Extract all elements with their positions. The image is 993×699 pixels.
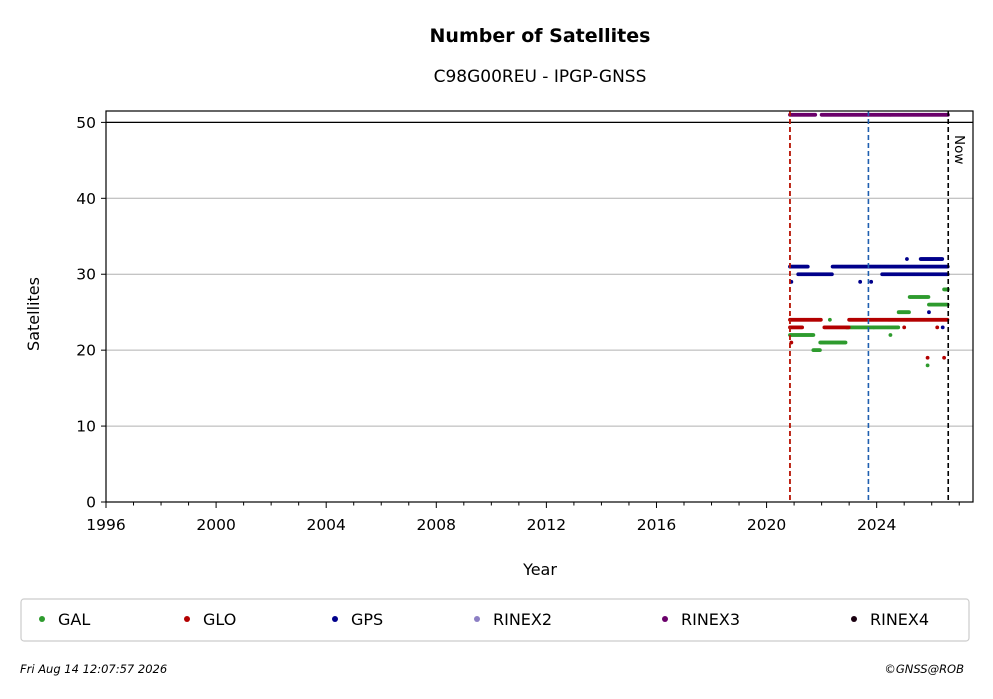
legend-marker-rinex3 [662,616,668,622]
point-gal-outlier-0 [925,363,930,368]
chart-subtitle: C98G00REU - IPGP-GNSS [434,67,647,87]
x-tick-label-2000: 2000 [196,516,235,534]
point-gal-0-25 [811,333,816,337]
legend-label-rinex2: RINEX2 [493,610,552,629]
x-axis-label: Year [522,560,557,579]
grid-lines [106,121,973,427]
point-glo-outlier-0 [925,355,930,360]
point-gps-outlier-5 [905,257,909,261]
footer-copyright: ©GNSS@ROB [884,662,964,676]
x-tick-label-2008: 2008 [417,516,456,534]
legend-marker-rinex2 [474,616,480,622]
vertical-markers [789,111,950,502]
point-glo-outlier-3 [902,325,907,330]
point-gps-outlier-4 [940,325,945,330]
point-gps-0-19 [805,264,810,269]
legend-marker-gps [332,616,338,622]
x-tick-label-1996: 1996 [86,516,125,534]
y-tick-label-20: 20 [76,342,96,360]
footer-timestamp: Fri Aug 14 12:07:57 2026 [20,662,167,676]
point-gps-outlier-3 [927,310,931,315]
y-axis-label: Satellites [24,277,43,351]
x-tick-label-2024: 2024 [857,516,896,534]
point-gal-5-11 [907,310,911,315]
legend-marker-rinex4 [851,616,857,622]
point-glo-outlier-1 [942,355,946,360]
point-gal-outlier-1 [827,317,832,322]
legend-box [20,598,970,642]
x-tick-label-2020: 2020 [747,516,786,534]
plot-frame [105,110,974,503]
x-tick-label-2012: 2012 [527,516,566,534]
chart-title: Number of Satellites [430,25,651,47]
legend-label-gps: GPS [351,610,383,629]
point-gal-4-26 [896,325,901,330]
legend-label-glo: GLO [203,610,236,629]
point-glo-outlier-4 [935,325,940,330]
axes: 0 10 20 30 40 50 1996 2000 2004 2008 2012 2016 2020 2… [76,114,960,534]
series-rinex3 [788,112,950,117]
y-tick-label-40: 40 [76,190,96,208]
point-glo-1-13 [800,325,805,330]
point-gal-6-20 [926,295,931,299]
point-rinex3-0-27 [813,112,818,117]
point-glo-2-26 [846,325,851,330]
point-gps-4-23 [940,257,945,261]
legend: GAL GLO GPS RINEX2 RINEX3 RINEX4 [39,610,929,629]
x-tick-label-2016: 2016 [637,516,676,534]
point-gps-1-36 [830,272,834,277]
y-tick-label-50: 50 [76,114,96,132]
legend-marker-gal [39,616,45,622]
legend-marker-glo [184,616,190,622]
series-gps [788,257,950,330]
point-gps-outlier-2 [869,279,874,284]
point-gal-1-7 [818,348,822,353]
y-tick-label-10: 10 [76,418,96,436]
series-points [788,112,950,368]
point-gal-2-27 [843,340,848,345]
point-gal-outlier-2 [888,333,893,337]
x-tick-label-2004: 2004 [306,516,345,534]
legend-label-rinex3: RINEX3 [681,610,740,629]
legend-label-rinex4: RINEX4 [870,610,929,629]
series-gal [788,287,950,368]
point-gps-outlier-1 [858,279,863,284]
point-glo-0-33 [818,317,823,322]
y-tick-label-0: 0 [86,494,96,512]
now-label: Now [951,135,967,164]
y-tick-label-30: 30 [76,266,96,284]
legend-label-gal: GAL [58,610,90,629]
